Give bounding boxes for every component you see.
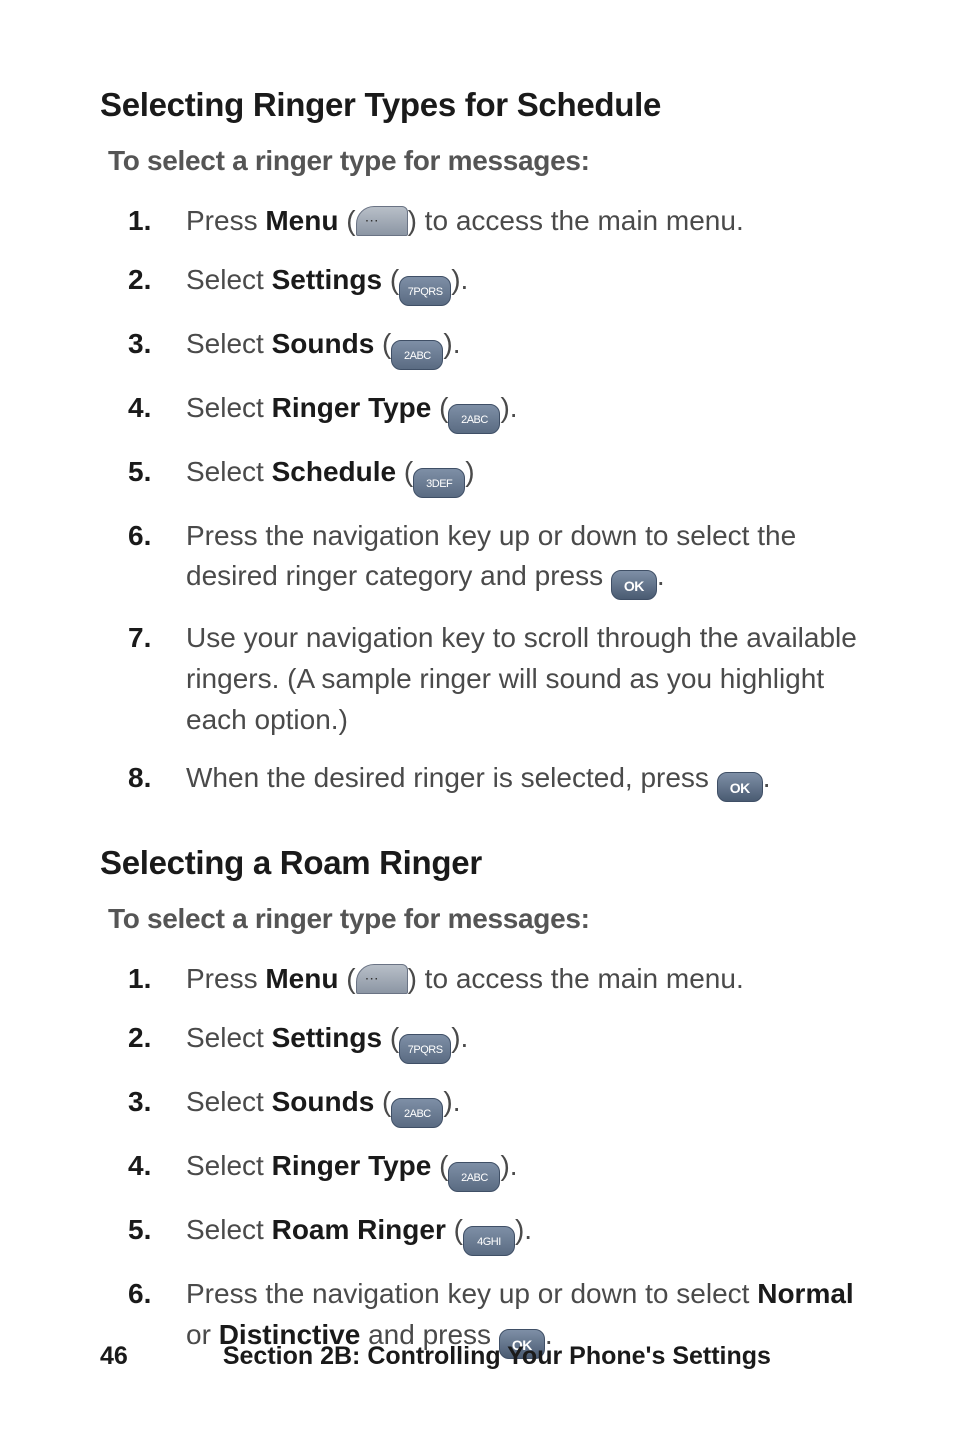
step-bold: Settings	[272, 264, 382, 295]
step-bold: Menu	[265, 205, 338, 236]
step-text: Select	[186, 456, 272, 487]
step-text: .	[763, 762, 771, 793]
step-bold: Ringer Type	[272, 392, 432, 423]
step-text: ).	[443, 328, 460, 359]
step-text: Select	[186, 1150, 272, 1181]
step-item: Select Ringer Type (2ABC).	[128, 388, 866, 434]
step-text: Press	[186, 205, 265, 236]
step-item: Press Menu ( ) to access the main menu.	[128, 959, 866, 1000]
page-number: 46	[100, 1342, 128, 1371]
subheading-roam: To select a ringer type for messages:	[108, 903, 866, 935]
steps-schedule: Press Menu ( ) to access the main menu. Se…	[128, 201, 866, 802]
step-bold: Ringer Type	[272, 1150, 432, 1181]
step-text: (	[446, 1214, 463, 1245]
key-7PQRS-icon: 7PQRS	[399, 1034, 451, 1064]
step-text: Select	[186, 328, 272, 359]
step-item: Select Roam Ringer (4GHI).	[128, 1210, 866, 1256]
step-text: (	[374, 328, 391, 359]
key-2ABC-icon: 2ABC	[448, 1162, 500, 1192]
step-text: Select	[186, 392, 272, 423]
step-item: Press the navigation key up or down to s…	[128, 516, 866, 601]
key-menu-icon	[356, 206, 408, 236]
step-item: Select Settings (7PQRS).	[128, 260, 866, 306]
steps-roam: Press Menu ( ) to access the main menu. Se…	[128, 959, 866, 1358]
key-ok-icon: OK	[717, 772, 763, 802]
section-label: Section 2B: Controlling Your Phone's Set…	[100, 1342, 866, 1371]
key-3DEF-icon: 3DEF	[413, 468, 465, 498]
key-4GHI-icon: 4GHI	[463, 1226, 515, 1256]
heading-roam: Selecting a Roam Ringer	[100, 842, 866, 883]
step-text: When the desired ringer is selected, pre…	[186, 762, 717, 793]
step-text: Select	[186, 1086, 272, 1117]
step-bold: Menu	[265, 963, 338, 994]
step-item: Select Sounds (2ABC).	[128, 1082, 866, 1128]
key-2ABC-icon: 2ABC	[391, 340, 443, 370]
step-item: Select Settings (7PQRS).	[128, 1018, 866, 1064]
key-menu-icon	[356, 964, 408, 994]
step-text: Select	[186, 1214, 272, 1245]
step-bold: Normal	[757, 1278, 853, 1309]
step-text: ).	[500, 1150, 517, 1181]
step-item: Use your navigation key to scroll throug…	[128, 618, 866, 740]
step-item: Select Schedule (3DEF)	[128, 452, 866, 498]
step-text: ).	[451, 264, 468, 295]
subheading-schedule: To select a ringer type for messages:	[108, 145, 866, 177]
step-text: ).	[443, 1086, 460, 1117]
step-bold: Roam Ringer	[272, 1214, 446, 1245]
step-text: (	[431, 392, 448, 423]
key-2ABC-icon: 2ABC	[448, 404, 500, 434]
step-bold: Schedule	[272, 456, 396, 487]
step-text: (	[338, 963, 355, 994]
step-bold: Settings	[272, 1022, 382, 1053]
step-bold: Sounds	[272, 1086, 375, 1117]
step-text: Press	[186, 963, 265, 994]
step-text: ).	[500, 392, 517, 423]
page-footer: 46 Section 2B: Controlling Your Phone's …	[100, 1342, 866, 1371]
step-text: ).	[451, 1022, 468, 1053]
heading-schedule: Selecting Ringer Types for Schedule	[100, 84, 866, 125]
step-text: .	[657, 560, 665, 591]
step-text: (	[396, 456, 413, 487]
step-item: When the desired ringer is selected, pre…	[128, 758, 866, 802]
step-text: Use your navigation key to scroll throug…	[186, 622, 857, 734]
step-text: Press the navigation key up or down to s…	[186, 520, 796, 592]
step-text: ).	[515, 1214, 532, 1245]
step-bold: Sounds	[272, 328, 375, 359]
key-2ABC-icon: 2ABC	[391, 1098, 443, 1128]
step-text: ) to access the main menu.	[408, 963, 744, 994]
step-text: ) to access the main menu.	[408, 205, 744, 236]
step-text: (	[374, 1086, 391, 1117]
step-text: Select	[186, 1022, 272, 1053]
step-text: (	[338, 205, 355, 236]
step-text: (	[382, 1022, 399, 1053]
step-text: Press the navigation key up or down to s…	[186, 1278, 757, 1309]
step-text: Select	[186, 264, 272, 295]
step-item: Press Menu ( ) to access the main menu.	[128, 201, 866, 242]
step-item: Select Sounds (2ABC).	[128, 324, 866, 370]
step-text: (	[382, 264, 399, 295]
key-7PQRS-icon: 7PQRS	[399, 276, 451, 306]
key-ok-icon: OK	[611, 570, 657, 600]
step-text: (	[431, 1150, 448, 1181]
step-item: Select Ringer Type (2ABC).	[128, 1146, 866, 1192]
step-text: )	[465, 456, 474, 487]
